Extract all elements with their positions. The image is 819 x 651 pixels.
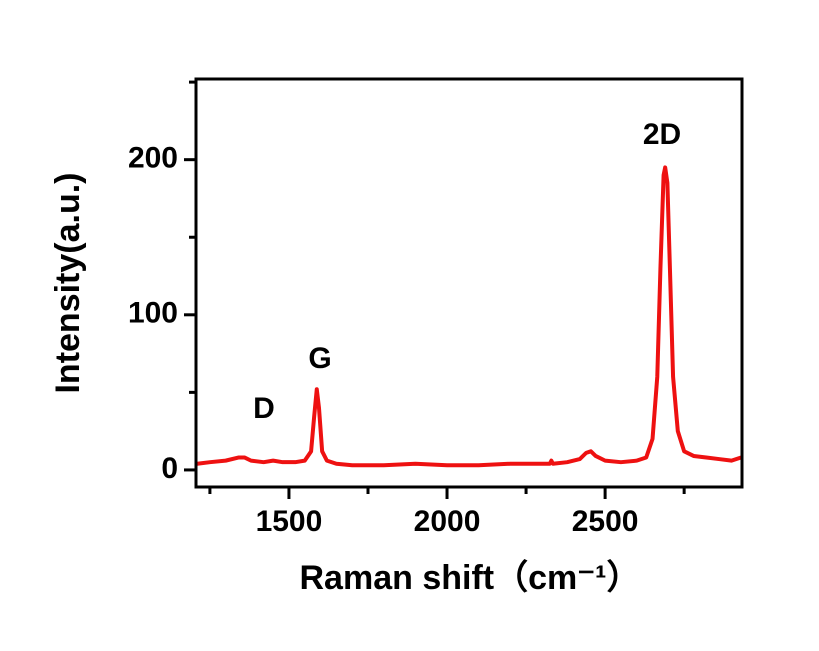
- peak-label: 2D: [643, 118, 681, 151]
- data-line: [197, 165, 742, 468]
- peak-label: G: [308, 342, 331, 375]
- x-tick-label: 2000: [414, 505, 481, 538]
- x-tick-label: 2500: [572, 505, 639, 538]
- peak-label: D: [253, 392, 275, 425]
- y-tick-label: 0: [161, 452, 178, 485]
- x-tick-label: 1500: [256, 505, 323, 538]
- y-axis-label: Intensity(a.u.): [49, 172, 87, 393]
- plot-frame: [194, 77, 744, 489]
- y-tick-label: 100: [128, 297, 178, 330]
- x-axis-label: Raman shift（cm⁻¹）: [300, 558, 641, 597]
- y-tick-label: 200: [128, 142, 178, 175]
